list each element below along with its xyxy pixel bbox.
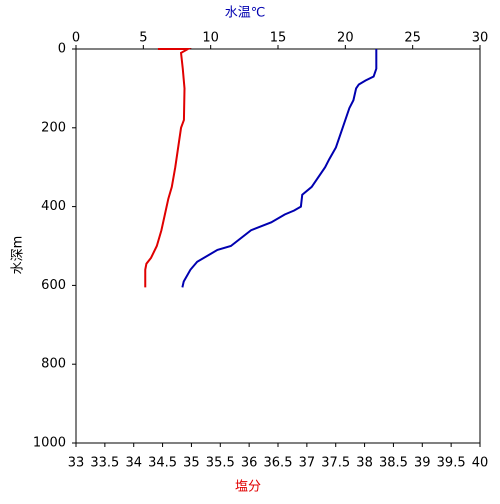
y-tick-label: 0 — [58, 42, 66, 57]
top-tick-label: 30 — [472, 31, 489, 46]
y-axis-title: 水深m — [11, 236, 26, 275]
bottom-tick-label: 39.5 — [437, 456, 466, 471]
top-tick-label: 10 — [202, 31, 219, 46]
top-tick-label: 20 — [337, 31, 354, 46]
bottom-tick-label: 36.5 — [264, 456, 293, 471]
top-tick-label: 15 — [270, 31, 287, 46]
bottom-axis-title: 塩分 — [235, 480, 261, 495]
plot-frame — [75, 48, 481, 444]
top-axis-title: 水温℃ — [225, 6, 266, 21]
y-tick-label: 400 — [41, 199, 66, 214]
top-tick-label: 5 — [139, 31, 147, 46]
bottom-tick-label: 33.5 — [90, 456, 119, 471]
profile-line — [181, 49, 378, 288]
bottom-tick-label: 37.5 — [321, 456, 350, 471]
bottom-tick-label: 36 — [241, 456, 258, 471]
bottom-tick-label: 35.5 — [206, 456, 235, 471]
bottom-tick-label: 35 — [183, 456, 200, 471]
y-tick-label: 600 — [41, 278, 66, 293]
bottom-tick-label: 38.5 — [379, 456, 408, 471]
profile-line — [144, 48, 192, 288]
top-tick-label: 25 — [404, 31, 421, 46]
bottom-tick-label: 38 — [356, 456, 373, 471]
bottom-tick-label: 40 — [472, 456, 489, 471]
y-tick-label: 200 — [41, 120, 66, 135]
bottom-tick-label: 34.5 — [148, 456, 177, 471]
bottom-tick-label: 33 — [68, 456, 85, 471]
y-tick-label: 1000 — [33, 436, 66, 451]
y-tick-label: 800 — [41, 357, 66, 372]
bottom-tick-label: 34 — [125, 456, 142, 471]
bottom-tick-label: 37 — [299, 456, 316, 471]
top-tick-label: 0 — [72, 31, 80, 46]
bottom-tick-label: 39 — [414, 456, 431, 471]
